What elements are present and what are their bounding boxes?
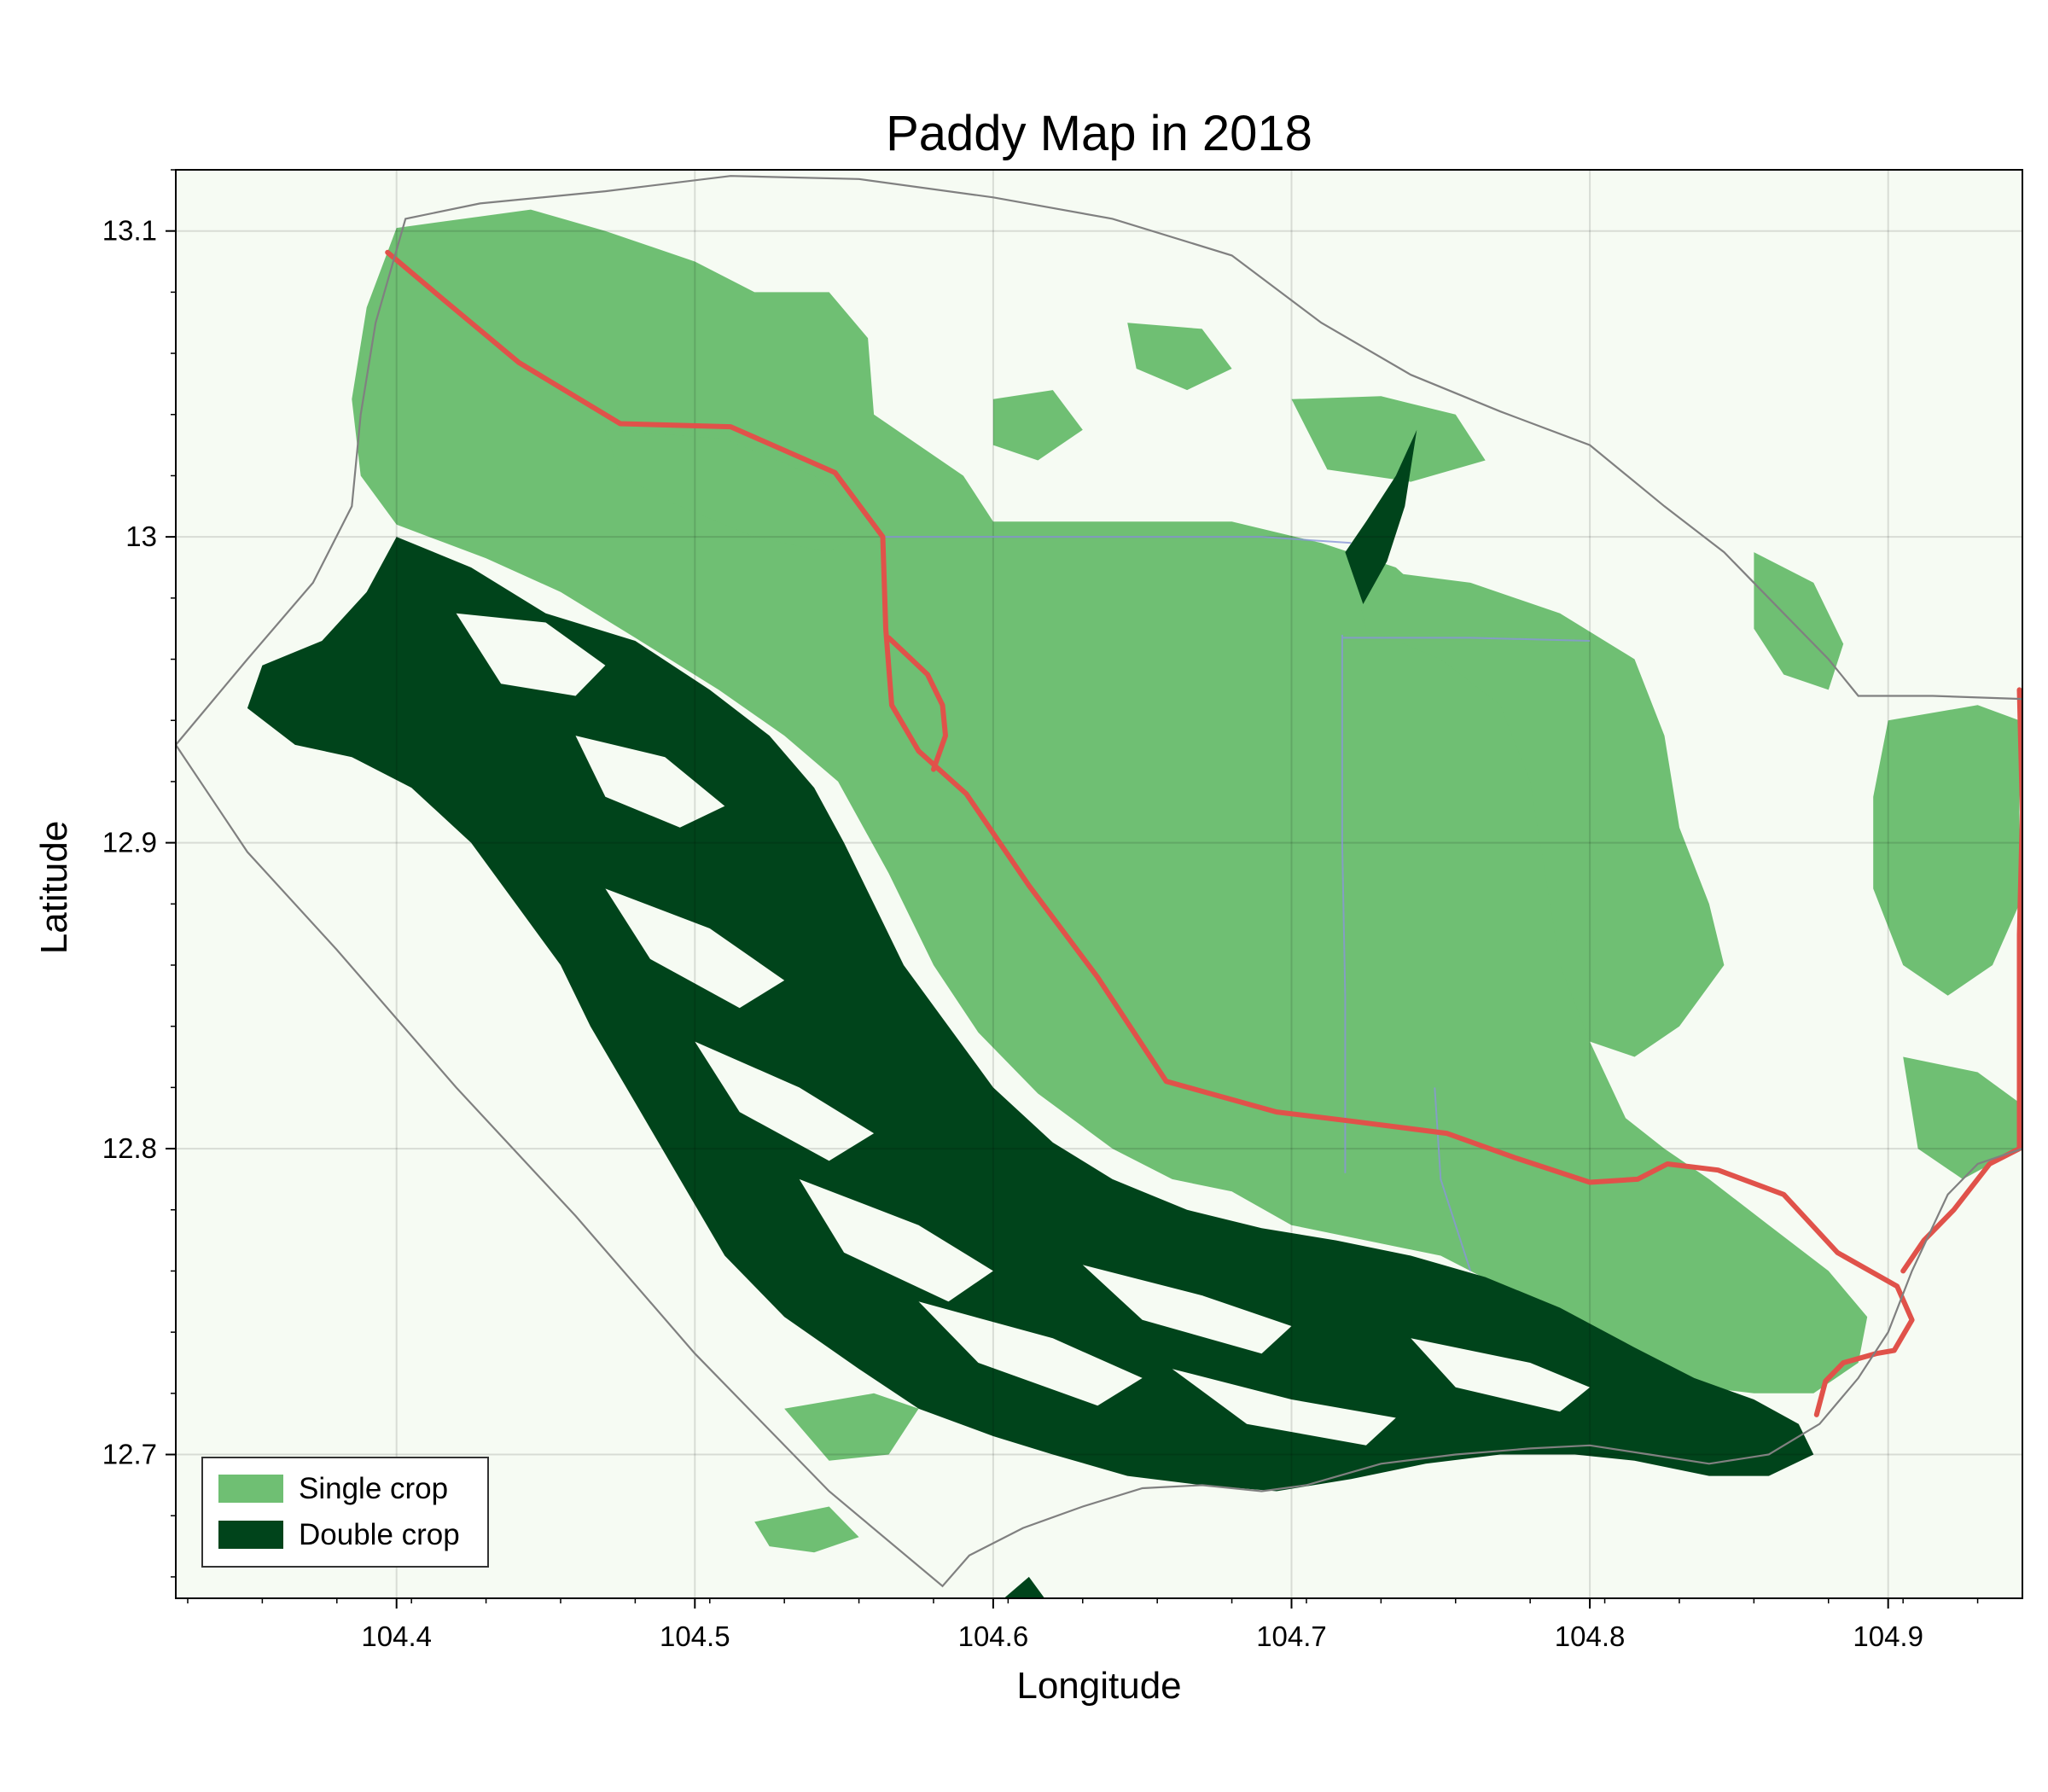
x-tick-label: 104.9 (1853, 1620, 1923, 1652)
y-axis-ticks: 12.7 12.8 12.9 13 13.1 (102, 169, 176, 1578)
non-paddy-gap-8 (1411, 1338, 1591, 1412)
non-paddy-gap-1 (575, 736, 725, 828)
single-crop-area-5 (1127, 323, 1232, 391)
minor-road (1341, 637, 1591, 642)
main-highway (385, 249, 1915, 1417)
legend-label-double-crop: Double crop (299, 1518, 460, 1551)
x-tick-label: 104.7 (1256, 1620, 1327, 1652)
x-axis-label: Longitude (1016, 1665, 1181, 1707)
single-crop-area-6 (1291, 396, 1486, 482)
y-tick-label: 13 (125, 521, 157, 552)
legend: Single crop Double crop (201, 1457, 489, 1568)
single-crop-area-10 (754, 1506, 859, 1553)
y-axis-label: Latitude (33, 821, 75, 955)
double-crop-area-2 (1004, 1576, 1045, 1598)
non-paddy-gap-7 (1172, 1369, 1396, 1446)
non-paddy-gap-6 (1082, 1265, 1292, 1354)
minor-road (1341, 634, 1347, 1173)
map-title: Paddy Map in 2018 (886, 106, 1312, 161)
minor-road (1434, 1087, 1472, 1271)
x-tick-label: 104.5 (660, 1620, 730, 1652)
non-paddy-gap-4 (799, 1178, 993, 1302)
crop-layer (176, 209, 2020, 1598)
non-paddy-gap-2 (605, 888, 785, 1009)
minor-road (882, 536, 1352, 544)
non-paddy-gap-0 (456, 613, 606, 696)
non-paddy-gap-9 (176, 781, 277, 965)
single-crop-area-8 (605, 429, 875, 553)
single-crop-area-2 (1754, 552, 1844, 690)
boundary-layer (176, 175, 2022, 1588)
single-crop-area-4 (1903, 1056, 2020, 1179)
legend-swatch-double-crop (218, 1521, 283, 1549)
y-tick-label: 12.7 (102, 1439, 157, 1470)
double-crop-area-1 (1345, 429, 1417, 604)
single-crop-area-7 (992, 390, 1083, 461)
single-crop-area-9 (784, 1393, 919, 1461)
y-tick-label: 12.8 (102, 1132, 157, 1164)
province-boundary (176, 175, 2022, 1588)
x-tick-label: 104.8 (1555, 1620, 1626, 1652)
x-tick-label: 104.6 (958, 1620, 1029, 1652)
y-tick-label: 13.1 (102, 215, 157, 247)
single-crop-area-1 (1351, 567, 1725, 1057)
x-axis-ticks: 104.4 104.5 104.6 104.7 104.8 104.9 (187, 1598, 1979, 1652)
plot-frame (175, 169, 2023, 1599)
y-tick-label: 12.9 (102, 827, 157, 858)
main-highway (1900, 687, 2022, 1274)
non-paddy-gap-3 (695, 1041, 875, 1161)
main-highway (886, 635, 948, 772)
legend-swatch-single-crop (218, 1475, 283, 1503)
legend-label-single-crop: Single crop (299, 1472, 448, 1505)
roads-layer (385, 249, 2022, 1417)
non-paddy-gap-5 (918, 1301, 1143, 1406)
x-tick-label: 104.4 (361, 1620, 432, 1652)
single-crop-area-3 (1873, 705, 2020, 996)
